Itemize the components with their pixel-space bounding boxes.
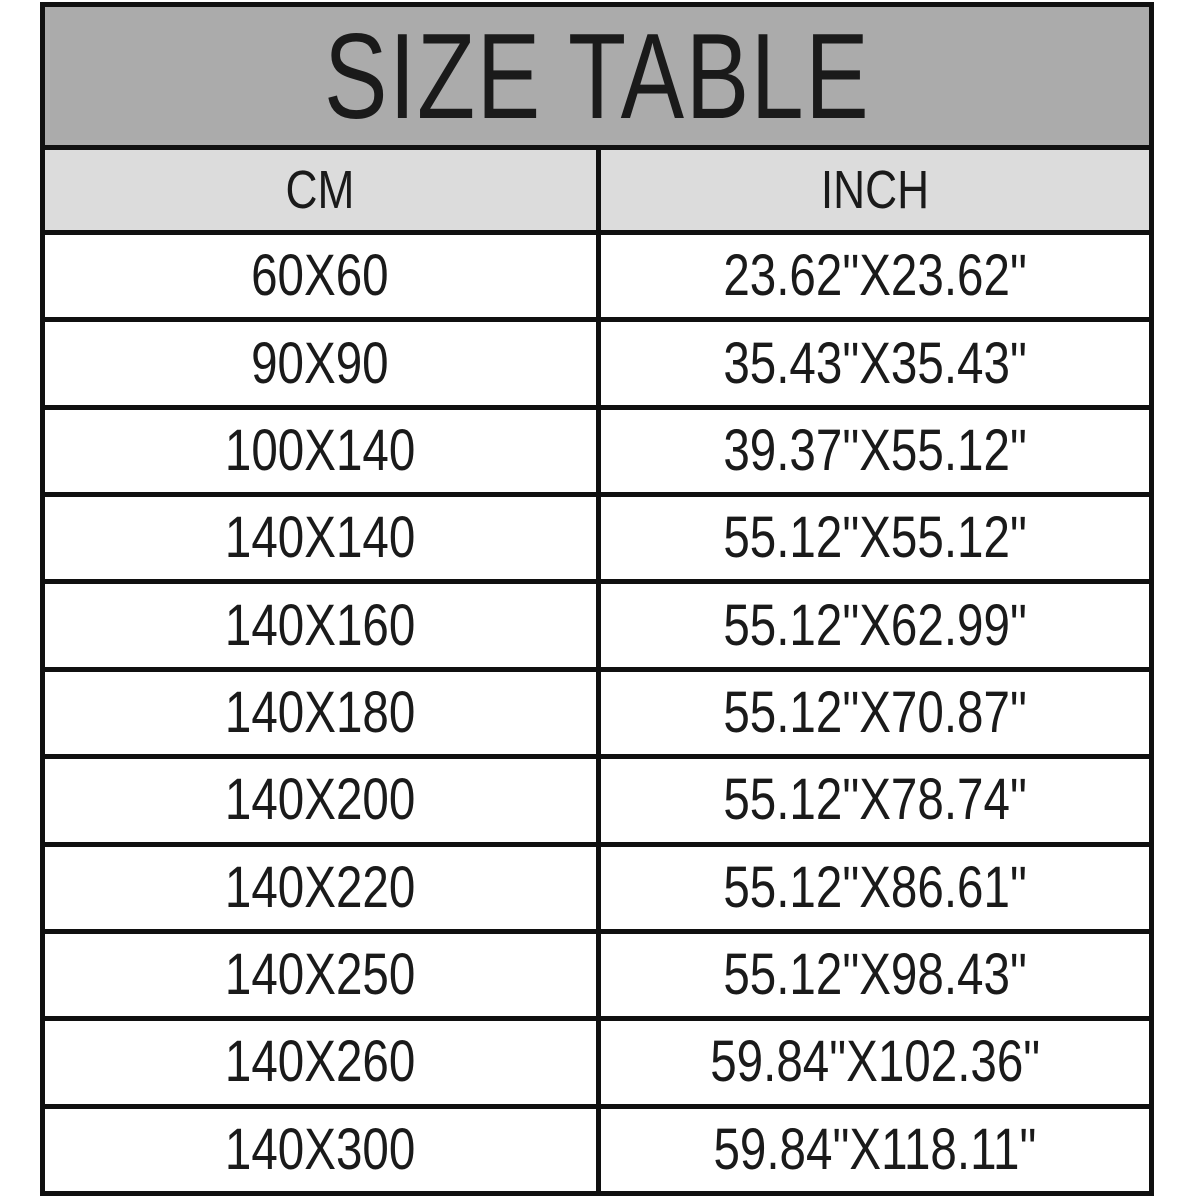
table-row: 60X60 23.62"X23.62" <box>40 229 1155 323</box>
table-row: 140X250 55.12"X98.43" <box>40 928 1155 1022</box>
size-cell-cm-value: 100X140 <box>225 417 416 483</box>
column-header-cm: CM <box>40 145 601 235</box>
table-row: 140X180 55.12"X70.87" <box>40 666 1155 760</box>
size-cell-cm-value: 140X200 <box>225 767 416 833</box>
size-cell-cm-value: 140X250 <box>225 942 416 1008</box>
size-table-title-row: SIZE TABLE <box>40 2 1154 150</box>
size-cell-cm: 140X220 <box>40 841 601 934</box>
size-table-body: 60X60 23.62"X23.62" 90X90 35.43"X35.43" … <box>40 229 1155 1197</box>
column-header-inch: INCH <box>595 145 1155 235</box>
size-cell-inch: 59.84"X118.11" <box>595 1103 1155 1197</box>
size-cell-inch-value: 55.12"X86.61" <box>723 854 1027 920</box>
size-cell-cm-value: 60X60 <box>251 243 390 309</box>
size-cell-cm: 140X160 <box>40 579 601 672</box>
table-row: 140X260 59.84"X102.36" <box>40 1016 1155 1109</box>
size-cell-cm: 140X250 <box>40 928 601 1022</box>
size-cell-inch: 39.37"X55.12" <box>595 404 1155 498</box>
size-cell-inch: 23.62"X23.62" <box>595 229 1155 323</box>
size-table-title-cell: SIZE TABLE <box>40 2 1154 150</box>
column-header-cm-label: CM <box>285 160 355 220</box>
size-cell-cm-value: 140X260 <box>225 1029 416 1095</box>
size-cell-inch-value: 55.12"X55.12" <box>723 505 1027 571</box>
size-table-header-row: CM INCH <box>40 145 1155 235</box>
size-cell-inch: 55.12"X86.61" <box>595 841 1155 934</box>
size-cell-cm: 60X60 <box>40 229 601 323</box>
size-cell-inch-value: 55.12"X70.87" <box>723 679 1027 745</box>
table-row: 140X220 55.12"X86.61" <box>40 841 1155 934</box>
size-cell-cm-value: 90X90 <box>251 330 390 396</box>
size-cell-inch-value: 59.84"X118.11" <box>713 1116 1037 1182</box>
size-cell-inch: 35.43"X35.43" <box>595 317 1155 410</box>
size-cell-inch-value: 55.12"X62.99" <box>723 592 1027 658</box>
size-cell-inch: 55.12"X55.12" <box>595 492 1155 585</box>
size-cell-inch: 55.12"X78.74" <box>595 754 1155 847</box>
size-cell-inch: 55.12"X98.43" <box>595 928 1155 1022</box>
size-cell-cm: 140X180 <box>40 666 601 760</box>
size-cell-cm: 140X200 <box>40 754 601 847</box>
size-cell-inch-value: 55.12"X78.74" <box>723 767 1027 833</box>
size-cell-cm: 140X140 <box>40 492 601 585</box>
table-row: 140X160 55.12"X62.99" <box>40 579 1155 672</box>
size-cell-cm-value: 140X140 <box>225 505 416 571</box>
size-cell-cm-value: 140X220 <box>225 854 416 920</box>
size-cell-cm: 90X90 <box>40 317 601 410</box>
size-cell-inch: 59.84"X102.36" <box>595 1016 1155 1109</box>
page-title: SIZE TABLE <box>323 8 871 144</box>
size-cell-cm-value: 140X300 <box>225 1116 416 1182</box>
size-table: SIZE TABLE CM INCH 60X60 23.62"X23.62" 9… <box>40 2 1155 1197</box>
table-row: 90X90 35.43"X35.43" <box>40 317 1155 410</box>
size-cell-cm-value: 140X160 <box>225 592 416 658</box>
column-header-inch-label: INCH <box>820 160 929 220</box>
size-cell-inch-value: 35.43"X35.43" <box>723 330 1027 396</box>
size-cell-inch-value: 39.37"X55.12" <box>723 417 1027 483</box>
size-cell-cm: 140X260 <box>40 1016 601 1109</box>
size-cell-inch: 55.12"X70.87" <box>595 666 1155 760</box>
size-cell-cm-value: 140X180 <box>225 679 416 745</box>
size-cell-inch-value: 59.84"X102.36" <box>709 1029 1040 1095</box>
size-cell-inch-value: 23.62"X23.62" <box>723 243 1027 309</box>
size-cell-inch-value: 55.12"X98.43" <box>723 942 1027 1008</box>
size-cell-cm: 100X140 <box>40 404 601 498</box>
table-row: 140X200 55.12"X78.74" <box>40 754 1155 847</box>
table-row: 100X140 39.37"X55.12" <box>40 404 1155 498</box>
size-cell-inch: 55.12"X62.99" <box>595 579 1155 672</box>
table-row: 140X300 59.84"X118.11" <box>40 1103 1155 1197</box>
size-cell-cm: 140X300 <box>40 1103 601 1197</box>
table-row: 140X140 55.12"X55.12" <box>40 492 1155 585</box>
